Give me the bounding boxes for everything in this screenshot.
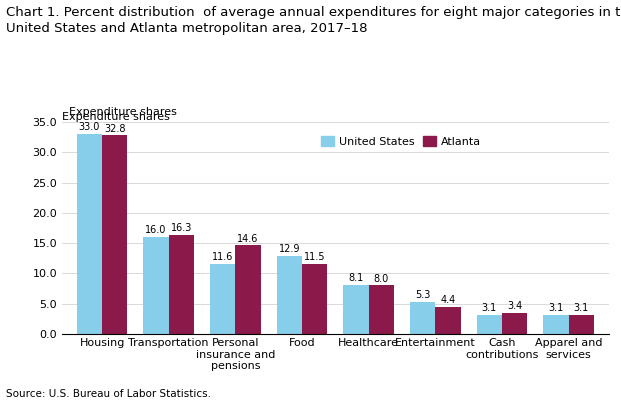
Text: 11.5: 11.5 bbox=[304, 252, 325, 263]
Legend: United States, Atlanta: United States, Atlanta bbox=[316, 132, 486, 151]
Text: 5.3: 5.3 bbox=[415, 290, 430, 300]
Text: 14.6: 14.6 bbox=[237, 234, 259, 244]
Text: 16.0: 16.0 bbox=[145, 225, 167, 235]
Text: 3.1: 3.1 bbox=[548, 303, 563, 313]
Bar bbox=[502, 313, 527, 334]
Text: 32.8: 32.8 bbox=[104, 124, 125, 133]
Bar bbox=[302, 264, 327, 334]
Text: Expenditure shares: Expenditure shares bbox=[69, 107, 176, 117]
Bar bbox=[343, 285, 369, 334]
Text: Chart 1. Percent distribution  of average annual expenditures for eight major ca: Chart 1. Percent distribution of average… bbox=[6, 6, 621, 19]
Text: 3.4: 3.4 bbox=[507, 301, 522, 311]
Text: 16.3: 16.3 bbox=[171, 223, 192, 233]
Text: 3.1: 3.1 bbox=[574, 303, 589, 313]
Bar bbox=[210, 264, 235, 334]
Bar bbox=[235, 245, 261, 334]
Text: 3.1: 3.1 bbox=[482, 303, 497, 313]
Bar bbox=[277, 256, 302, 334]
Text: 12.9: 12.9 bbox=[279, 244, 300, 254]
Text: United States and Atlanta metropolitan area, 2017–18: United States and Atlanta metropolitan a… bbox=[6, 22, 368, 35]
Bar bbox=[77, 134, 102, 334]
Text: Expenditure shares: Expenditure shares bbox=[62, 112, 170, 122]
Bar bbox=[369, 285, 394, 334]
Bar bbox=[102, 136, 127, 334]
Bar bbox=[410, 302, 435, 334]
Text: 8.0: 8.0 bbox=[374, 274, 389, 284]
Text: 11.6: 11.6 bbox=[212, 252, 233, 262]
Bar bbox=[435, 307, 461, 334]
Text: 8.1: 8.1 bbox=[348, 273, 364, 283]
Text: 33.0: 33.0 bbox=[79, 123, 100, 132]
Text: Source: U.S. Bureau of Labor Statistics.: Source: U.S. Bureau of Labor Statistics. bbox=[6, 389, 211, 399]
Bar bbox=[543, 315, 569, 334]
Bar bbox=[143, 237, 169, 334]
Bar bbox=[477, 315, 502, 334]
Text: 4.4: 4.4 bbox=[440, 295, 456, 305]
Bar bbox=[569, 315, 594, 334]
Bar bbox=[169, 235, 194, 334]
